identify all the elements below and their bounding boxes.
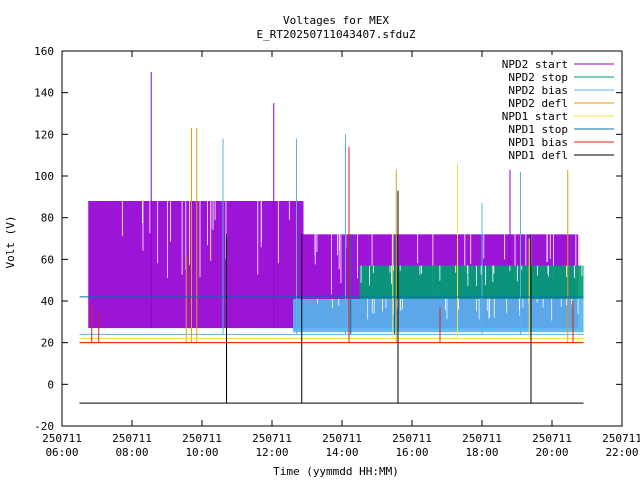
x-tick-time: 18:00 (465, 446, 498, 459)
y-tick-label: 40 (41, 295, 54, 308)
series-npd1-defl (79, 190, 584, 404)
legend-box (494, 55, 616, 161)
legend-label: NPD2 defl (508, 97, 568, 110)
y-axis-label: Volt (V) (4, 216, 17, 269)
x-tick-time: 20:00 (535, 446, 568, 459)
legend-label: NPD2 bias (508, 84, 568, 97)
x-tick-date: 250711 (182, 432, 222, 445)
chart-subtitle: E_RT20250711043407.sfduZ (257, 28, 416, 41)
chart-title: Voltages for MEX (283, 14, 389, 27)
y-tick-label: 140 (34, 87, 54, 100)
x-axis-label: Time (yymmdd HH:MM) (273, 465, 399, 478)
x-tick-date: 250711 (42, 432, 82, 445)
legend-label: NPD1 defl (508, 149, 568, 162)
x-tick-time: 22:00 (605, 446, 638, 459)
x-tick-time: 06:00 (45, 446, 78, 459)
y-tick-label: 120 (34, 128, 54, 141)
x-tick-date: 250711 (602, 432, 640, 445)
y-tick-label: 60 (41, 253, 54, 266)
series-npd2-bias (79, 134, 584, 335)
x-tick-time: 14:00 (325, 446, 358, 459)
series-band (293, 298, 584, 333)
y-tick-label: 100 (34, 170, 54, 183)
legend-label: NPD1 start (502, 110, 568, 123)
y-tick-label: 80 (41, 212, 54, 225)
series-band (88, 201, 304, 329)
legend-label: NPD2 start (502, 58, 568, 71)
x-tick-date: 250711 (112, 432, 152, 445)
x-tick-date: 250711 (532, 432, 572, 445)
x-tick-date: 250711 (392, 432, 432, 445)
x-tick-time: 10:00 (185, 446, 218, 459)
legend-label: NPD2 stop (508, 71, 568, 84)
y-tick-label: 20 (41, 337, 54, 350)
x-tick-date: 250711 (462, 432, 502, 445)
y-tick-label: -20 (34, 420, 54, 433)
y-tick-label: 160 (34, 45, 54, 58)
legend-label: NPD1 bias (508, 136, 568, 149)
x-tick-time: 08:00 (115, 446, 148, 459)
x-tick-date: 250711 (252, 432, 292, 445)
series-band (359, 265, 584, 299)
x-tick-date: 250711 (322, 432, 362, 445)
x-tick-time: 12:00 (255, 446, 288, 459)
series-npd1-start (79, 163, 584, 339)
y-tick-label: 0 (47, 378, 54, 391)
series-npd2-stop (359, 265, 584, 299)
x-tick-time: 16:00 (395, 446, 428, 459)
series-npd1-stop (79, 234, 584, 335)
legend-label: NPD1 stop (508, 123, 568, 136)
series-npd1-bias (79, 146, 584, 344)
